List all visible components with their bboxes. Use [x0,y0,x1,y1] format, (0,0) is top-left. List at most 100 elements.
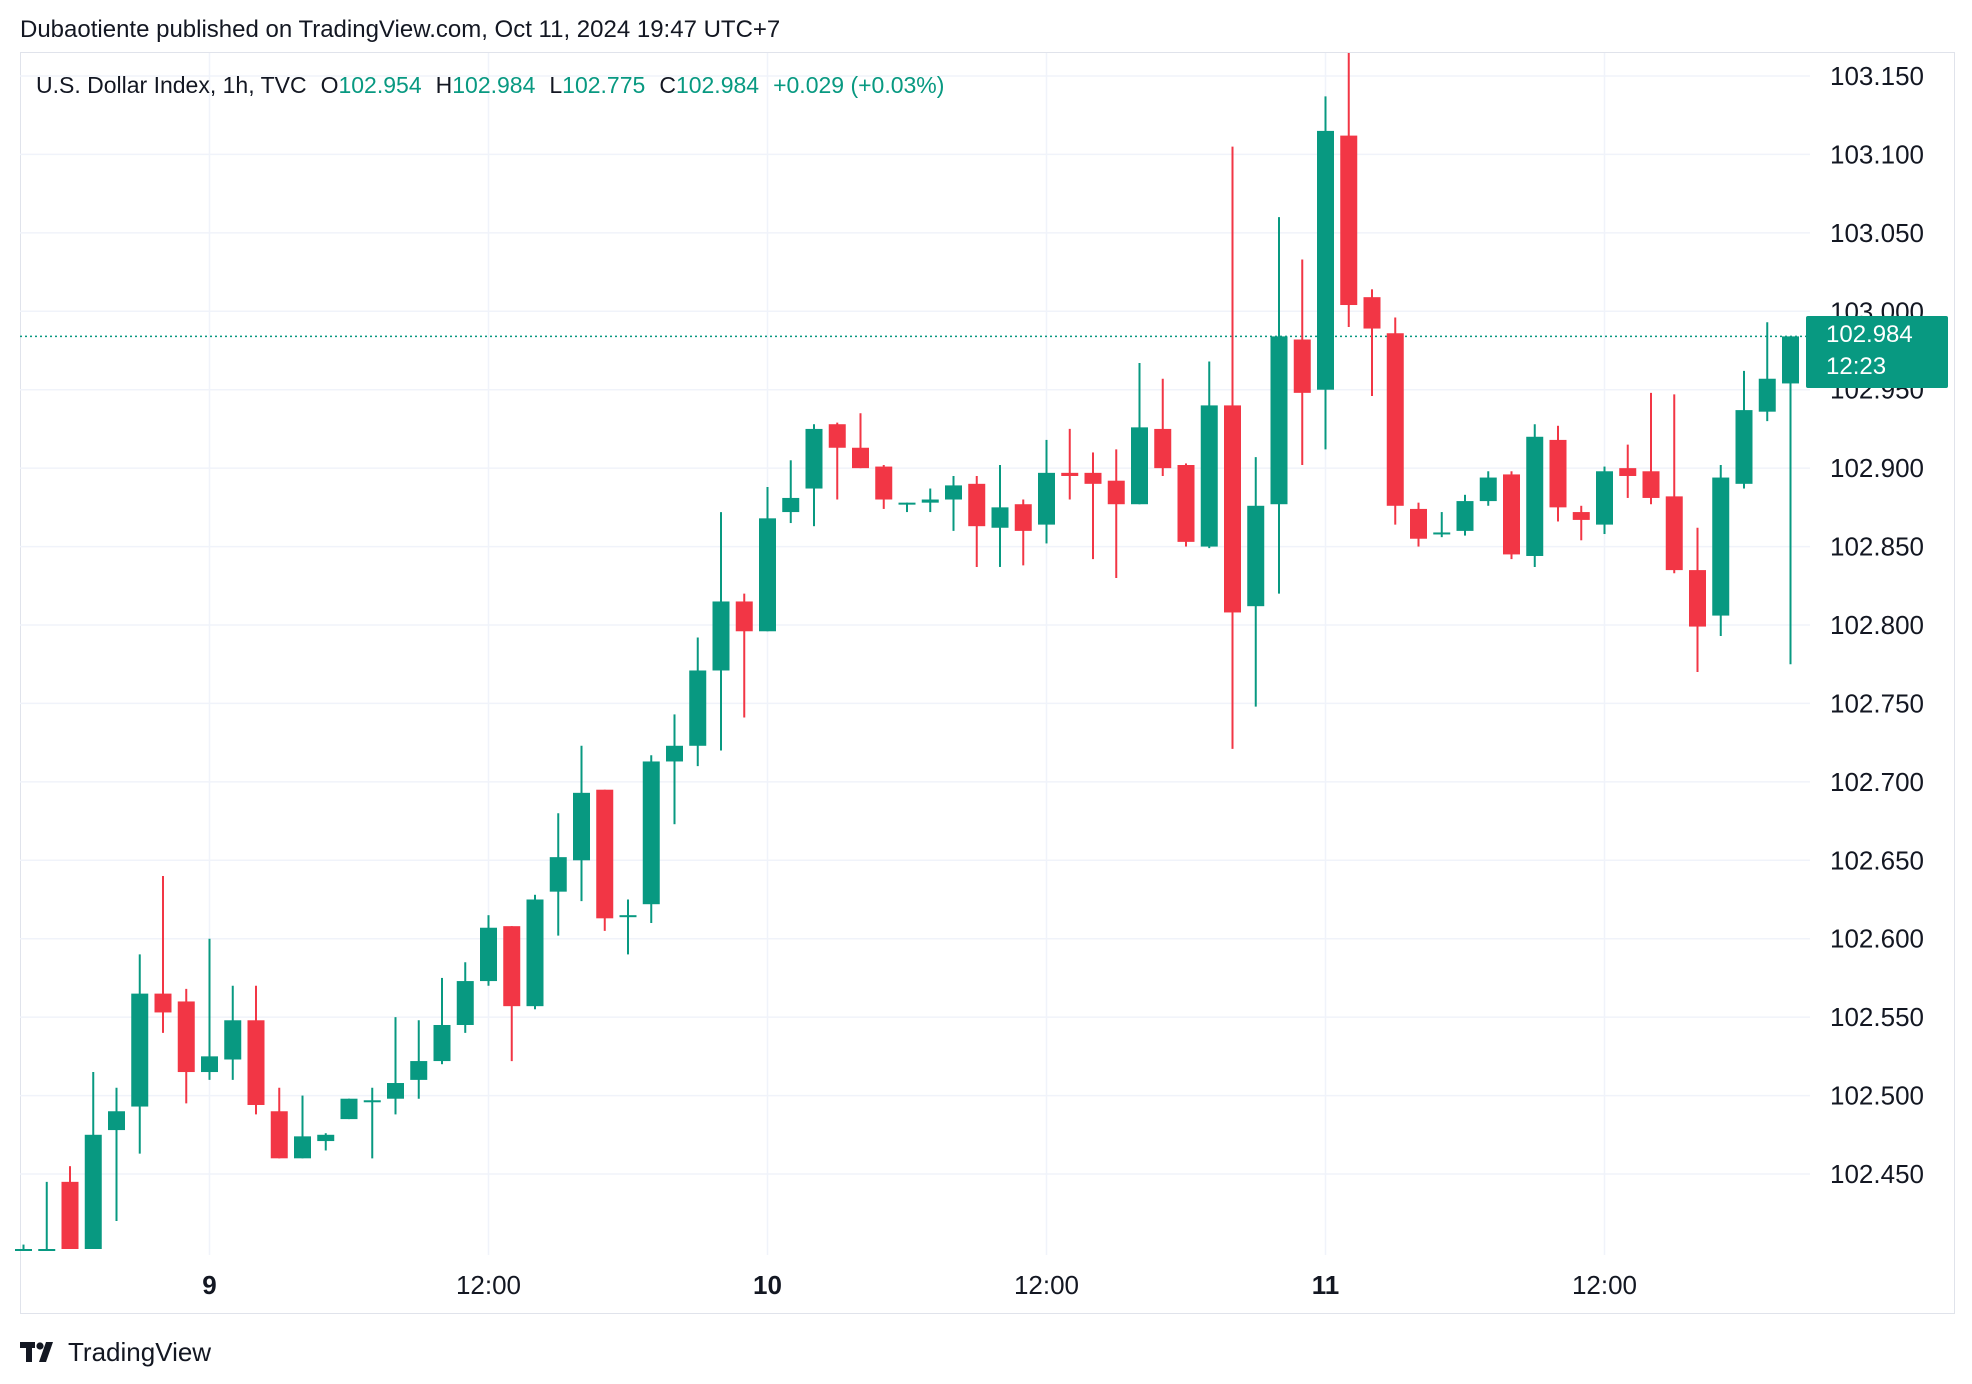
candle-body [573,792,590,861]
legend-low-value: 102.775 [562,72,646,98]
candle-down [1084,452,1102,560]
candle-body [642,761,660,905]
price-tick-label: 102.700 [1830,767,1924,797]
candle-up [433,977,451,1065]
candle-body [154,993,172,1013]
candle-body [1433,532,1451,535]
time-axis[interactable]: 9 12:00 10 12:00 11 12:00 [202,1270,1637,1300]
candle-down [596,789,614,931]
candles [15,53,1799,1251]
candle-up [666,714,683,825]
candle-body [828,424,846,448]
candle-up [1317,96,1334,450]
candle-up [1433,512,1451,538]
candle-body [689,670,707,746]
candle-body [1549,439,1567,508]
candle-body [1572,512,1590,520]
candle-body [1247,505,1265,607]
candle-body [1154,428,1172,469]
candle-down [1154,378,1172,476]
time-tick-label: 9 [202,1270,216,1300]
candle-down [1642,392,1660,505]
price-tick-label: 102.650 [1830,845,1924,875]
candle-down [1340,53,1358,327]
candle-body [480,927,497,982]
candle-up [480,915,497,986]
candle-down [177,988,195,1104]
candle-up [1038,439,1055,544]
candle-body [735,601,753,632]
candle-body [875,466,893,500]
candle-down [154,875,172,1033]
candle-body [898,502,916,505]
tradingview-brand[interactable]: TradingView [20,1336,211,1368]
candle-body [1456,501,1474,531]
candle-up [38,1181,56,1251]
legend-close-value: 102.984 [675,72,760,98]
candle-up [1200,361,1218,549]
candle-up [712,512,730,751]
price-tick-label: 103.150 [1830,61,1924,91]
candle-down [1619,444,1637,498]
time-tick-label: 11 [1312,1270,1340,1300]
legend-low-label: L [549,72,563,98]
candle-up [1526,424,1544,567]
price-tick-label: 102.550 [1830,1002,1924,1032]
candle-down [1410,502,1427,547]
candle-body [224,1020,242,1060]
candle-up [782,460,800,524]
candle-body [805,428,823,489]
candle-up [340,1098,358,1120]
candle-body [317,1134,335,1142]
candle-body [410,1061,428,1080]
candle-body [1503,474,1520,555]
candle-up [1270,217,1288,594]
candle-up [1758,322,1776,422]
candle-body [503,926,521,1007]
price-tick-label: 102.800 [1830,610,1924,640]
candle-down [1363,289,1381,396]
price-axis[interactable]: 102.450 102.500 102.550 102.600 102.650 102.7… [1830,61,1924,1189]
candle-body [1317,130,1334,390]
candle-up [1131,363,1148,505]
candle-up [1456,494,1474,536]
price-tick-label: 102.450 [1830,1159,1924,1189]
candle-body [456,981,474,1025]
legend-high-value: 102.984 [452,72,536,98]
last-price-value: 102.984 [1826,321,1913,348]
candle-up [131,954,149,1154]
candle-down [503,926,521,1062]
candle-up [689,637,707,767]
price-tick-label: 103.100 [1830,139,1924,169]
candle-up [201,938,218,1080]
candle-up [294,1095,311,1159]
candle-body [921,499,939,503]
candle-up [1596,466,1613,535]
candle-up [805,424,823,527]
candle-body [526,899,544,1007]
candle-body [1526,436,1544,556]
tradingview-logo-icon [20,1342,53,1362]
candle-up [1712,465,1730,636]
candle-body [340,1098,358,1120]
candle-down [1014,499,1032,566]
bar-countdown: 12:23 [1826,353,1887,380]
candle-up [991,465,1009,567]
candle-body [1642,471,1660,498]
candle-up [317,1133,335,1151]
candle-body [759,518,776,632]
candle-body [1224,405,1241,613]
candle-body [363,1100,381,1103]
candle-down [1572,505,1590,541]
candle-body [1340,135,1358,306]
candle-up [1247,457,1265,707]
candle-down [1177,463,1195,547]
candle-down [61,1166,79,1249]
brand-name: TradingView [68,1336,212,1367]
candle-down [828,422,846,500]
candle-body [1479,477,1497,502]
candle-up [1782,336,1799,665]
candle-down [852,413,869,469]
candle-up [387,1017,404,1115]
